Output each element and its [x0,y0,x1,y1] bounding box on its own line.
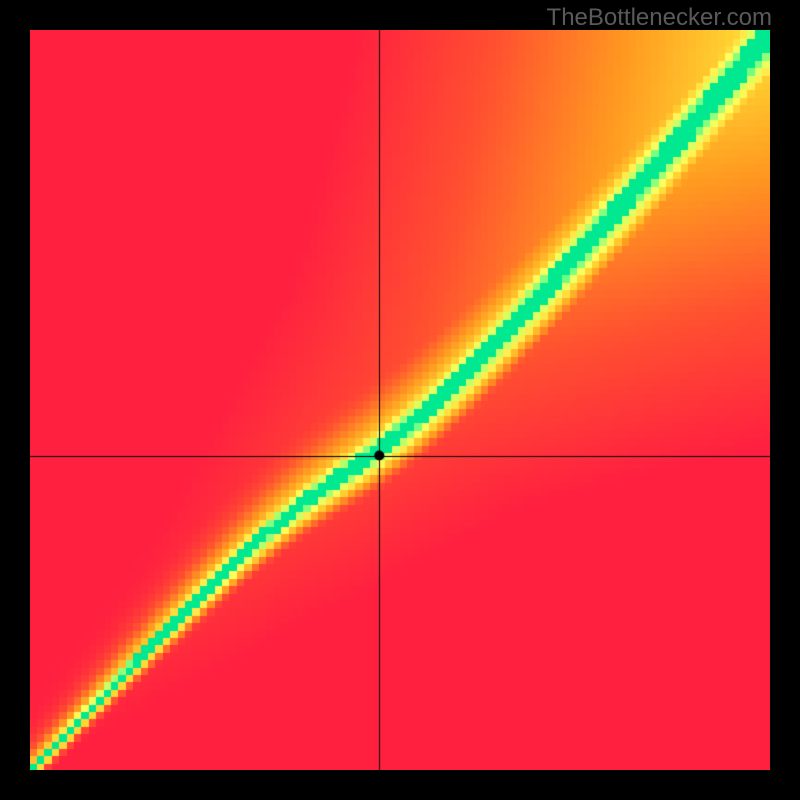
watermark-text: TheBottlenecker.com [547,4,772,32]
bottleneck-heatmap [30,30,770,770]
